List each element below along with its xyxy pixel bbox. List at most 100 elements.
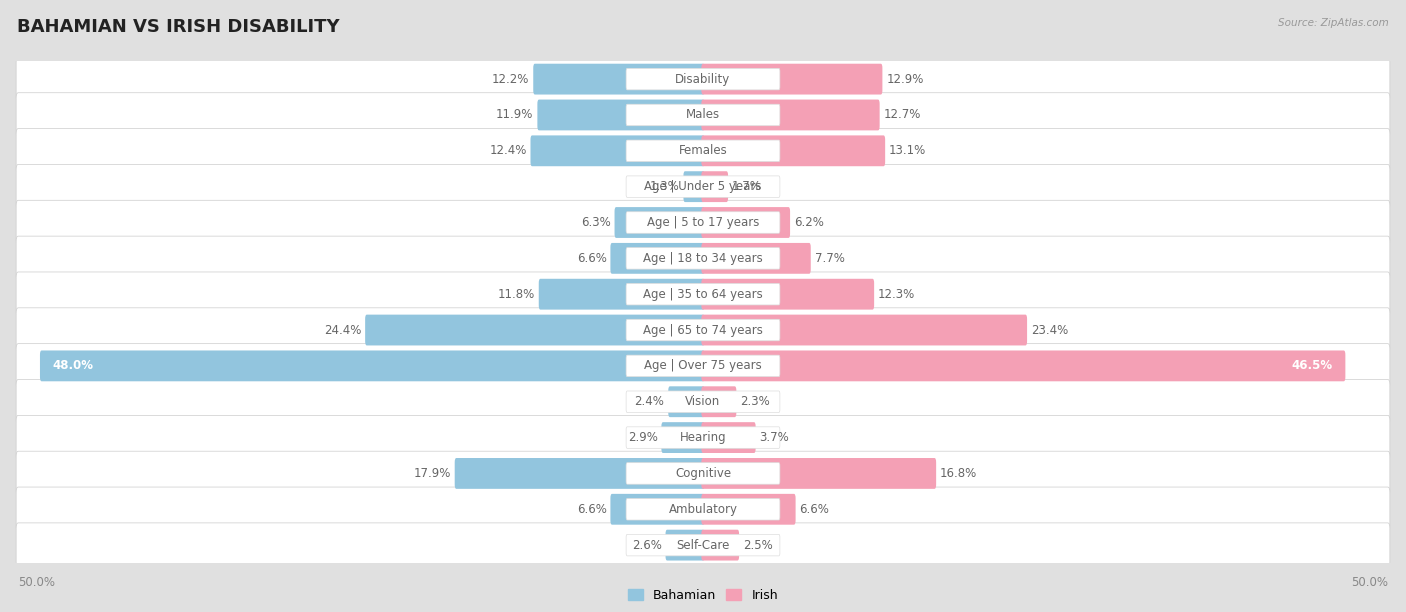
FancyBboxPatch shape [15,451,1391,496]
FancyBboxPatch shape [626,248,780,269]
FancyBboxPatch shape [15,129,1391,173]
FancyBboxPatch shape [538,279,704,310]
FancyBboxPatch shape [15,272,1391,316]
Text: Age | 5 to 17 years: Age | 5 to 17 years [647,216,759,229]
Text: 50.0%: 50.0% [1351,575,1388,589]
Text: 13.1%: 13.1% [889,144,927,157]
FancyBboxPatch shape [626,534,780,556]
FancyBboxPatch shape [626,212,780,233]
Text: 6.6%: 6.6% [576,503,606,516]
Text: 2.5%: 2.5% [742,539,773,551]
Text: 24.4%: 24.4% [323,324,361,337]
Text: 2.3%: 2.3% [740,395,770,408]
Text: 46.5%: 46.5% [1292,359,1333,372]
FancyBboxPatch shape [702,315,1026,345]
Text: Females: Females [679,144,727,157]
FancyBboxPatch shape [626,69,780,90]
FancyBboxPatch shape [626,463,780,484]
Text: 3.7%: 3.7% [759,431,789,444]
FancyBboxPatch shape [702,64,883,94]
FancyBboxPatch shape [665,530,704,561]
FancyBboxPatch shape [702,171,728,202]
FancyBboxPatch shape [15,487,1391,531]
FancyBboxPatch shape [626,283,780,305]
Text: 12.2%: 12.2% [492,73,530,86]
Text: 2.6%: 2.6% [631,539,662,551]
Text: Self-Care: Self-Care [676,539,730,551]
FancyBboxPatch shape [15,165,1391,209]
Text: 6.3%: 6.3% [581,216,610,229]
FancyBboxPatch shape [626,427,780,449]
FancyBboxPatch shape [15,308,1391,353]
FancyBboxPatch shape [702,279,875,310]
Text: Age | Under 5 years: Age | Under 5 years [644,180,762,193]
Text: Age | Over 75 years: Age | Over 75 years [644,359,762,372]
Text: Ambulatory: Ambulatory [668,503,738,516]
FancyBboxPatch shape [702,135,886,166]
FancyBboxPatch shape [626,176,780,198]
FancyBboxPatch shape [661,422,704,453]
FancyBboxPatch shape [626,391,780,412]
Text: Source: ZipAtlas.com: Source: ZipAtlas.com [1278,18,1389,28]
Text: Disability: Disability [675,73,731,86]
Text: 11.9%: 11.9% [496,108,533,121]
FancyBboxPatch shape [702,530,740,561]
FancyBboxPatch shape [626,140,780,162]
FancyBboxPatch shape [702,243,811,274]
Text: Vision: Vision [685,395,721,408]
Text: 6.6%: 6.6% [800,503,830,516]
FancyBboxPatch shape [683,171,704,202]
Text: 1.3%: 1.3% [650,180,679,193]
FancyBboxPatch shape [15,344,1391,388]
FancyBboxPatch shape [702,458,936,489]
Text: BAHAMIAN VS IRISH DISABILITY: BAHAMIAN VS IRISH DISABILITY [17,18,339,36]
FancyBboxPatch shape [614,207,704,238]
FancyBboxPatch shape [702,386,737,417]
FancyBboxPatch shape [15,523,1391,567]
Text: 50.0%: 50.0% [18,575,55,589]
FancyBboxPatch shape [702,422,755,453]
FancyBboxPatch shape [15,416,1391,460]
FancyBboxPatch shape [15,379,1391,424]
Text: 23.4%: 23.4% [1031,324,1069,337]
FancyBboxPatch shape [702,100,880,130]
Text: 17.9%: 17.9% [413,467,451,480]
Text: Cognitive: Cognitive [675,467,731,480]
FancyBboxPatch shape [366,315,704,345]
Text: 6.6%: 6.6% [576,252,606,265]
Text: 11.8%: 11.8% [498,288,534,300]
FancyBboxPatch shape [702,351,1346,381]
Text: 12.3%: 12.3% [877,288,915,300]
Text: Age | 18 to 34 years: Age | 18 to 34 years [643,252,763,265]
Text: 12.7%: 12.7% [883,108,921,121]
Text: 48.0%: 48.0% [52,359,94,372]
Text: 12.4%: 12.4% [489,144,527,157]
FancyBboxPatch shape [626,319,780,341]
FancyBboxPatch shape [610,243,704,274]
Text: Hearing: Hearing [679,431,727,444]
Text: Age | 65 to 74 years: Age | 65 to 74 years [643,324,763,337]
FancyBboxPatch shape [15,93,1391,137]
FancyBboxPatch shape [15,236,1391,280]
Text: 2.4%: 2.4% [634,395,665,408]
FancyBboxPatch shape [39,351,704,381]
Text: 2.9%: 2.9% [627,431,658,444]
Text: Males: Males [686,108,720,121]
Text: 6.2%: 6.2% [794,216,824,229]
FancyBboxPatch shape [530,135,704,166]
FancyBboxPatch shape [15,57,1391,102]
FancyBboxPatch shape [610,494,704,524]
FancyBboxPatch shape [626,104,780,125]
FancyBboxPatch shape [668,386,704,417]
Text: 7.7%: 7.7% [814,252,845,265]
FancyBboxPatch shape [537,100,704,130]
FancyBboxPatch shape [702,207,790,238]
Text: 1.7%: 1.7% [733,180,762,193]
FancyBboxPatch shape [702,494,796,524]
Text: 12.9%: 12.9% [886,73,924,86]
FancyBboxPatch shape [626,355,780,376]
FancyBboxPatch shape [15,200,1391,245]
Text: Age | 35 to 64 years: Age | 35 to 64 years [643,288,763,300]
Legend: Bahamian, Irish: Bahamian, Irish [628,589,778,602]
FancyBboxPatch shape [454,458,704,489]
